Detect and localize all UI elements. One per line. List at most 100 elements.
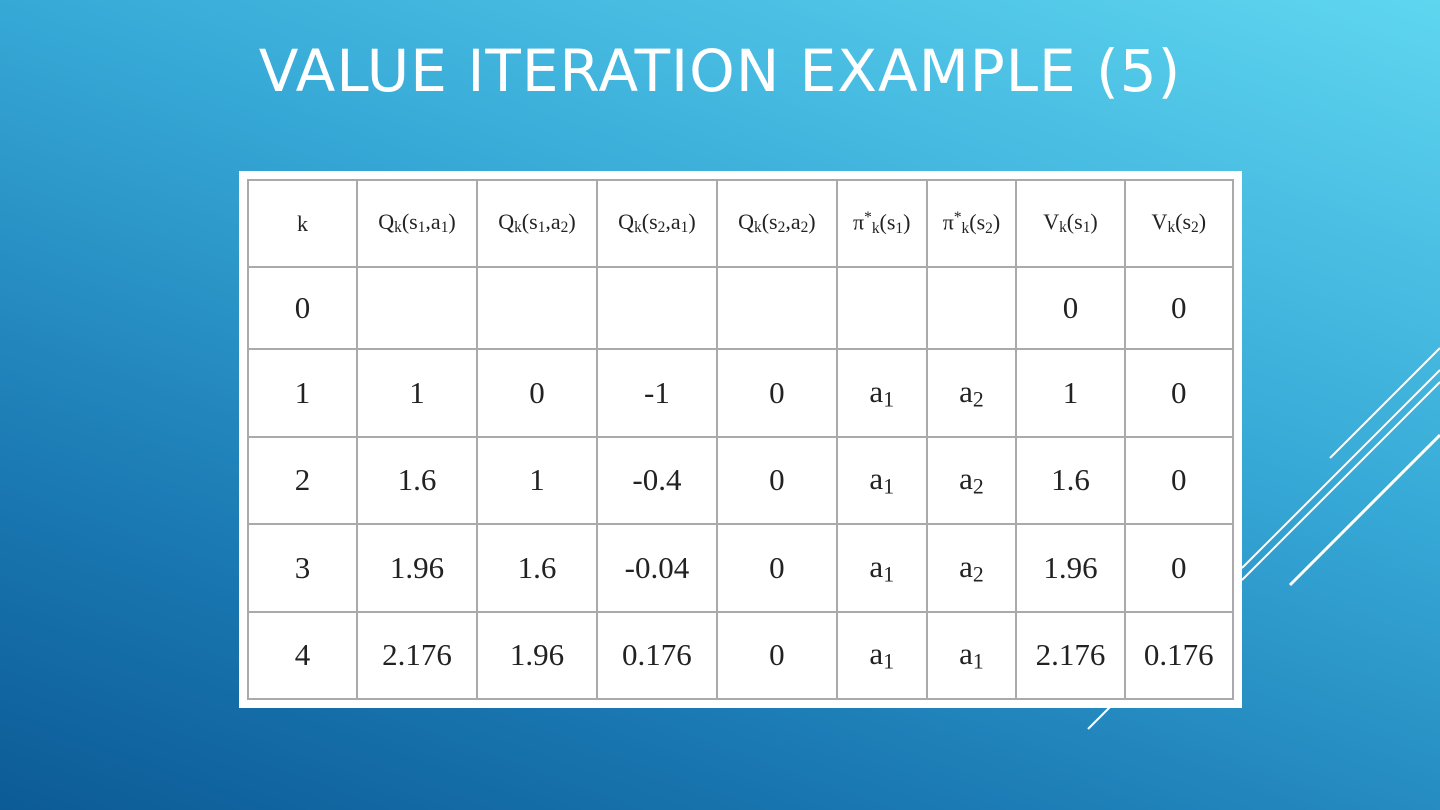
table-cell: 0.176 xyxy=(595,610,718,701)
table-body: 0 0 0 1 1 0 -1 0 a1 a2 1 0 2 1.6 1 -0.4 0 a1 a2 1.6 0 3 1.96 1.… xyxy=(247,265,1235,701)
cell-text: 1 xyxy=(883,387,895,412)
table-cell: 1.96 xyxy=(475,610,598,701)
cell-text: 2 xyxy=(1191,219,1199,237)
cell-text: 2 xyxy=(800,219,809,237)
cell-text: a xyxy=(869,548,884,584)
table-cell: 0 xyxy=(475,348,598,438)
cell-text: 1 xyxy=(680,219,689,237)
table-cell: 1.6 xyxy=(475,523,598,613)
table-cell: 0 xyxy=(1015,265,1126,351)
table-cell xyxy=(715,265,838,351)
column-header: k xyxy=(247,179,358,268)
cell-text: ) xyxy=(568,209,576,235)
cell-text: a xyxy=(959,373,973,409)
cell-text: V xyxy=(1043,209,1060,235)
cell-text: ) xyxy=(1090,209,1098,235)
table-cell: 0 xyxy=(1123,265,1235,351)
cell-text: a xyxy=(869,373,884,409)
column-header: Qk(s1,a2) xyxy=(475,179,598,268)
cell-text: ) xyxy=(992,209,1001,235)
cell-text: 2 xyxy=(972,387,984,412)
cell-text: (s xyxy=(1175,209,1192,235)
cell-text: 1 xyxy=(895,219,904,237)
table-row: 2 1.6 1 -0.4 0 a1 a2 1.6 0 xyxy=(247,435,1235,526)
cell-text: Q xyxy=(498,209,515,235)
column-header: Vk(s2) xyxy=(1123,179,1235,268)
table-cell: 1 xyxy=(475,435,598,526)
cell-text: 1 xyxy=(440,219,449,237)
cell-text: 2 xyxy=(657,219,666,237)
cell-text: (s xyxy=(761,209,778,235)
cell-text: ,a xyxy=(545,209,561,235)
table-row: 3 1.96 1.6 -0.04 0 a1 a2 1.96 0 xyxy=(247,523,1235,613)
cell-text: a xyxy=(959,548,973,584)
deco-line xyxy=(1241,381,1440,581)
column-header: Vk(s1) xyxy=(1015,179,1126,268)
cell-text: (s xyxy=(969,209,986,235)
table-cell: -1 xyxy=(595,348,718,438)
table-cell: 2 xyxy=(247,435,358,526)
cell-text: a xyxy=(869,636,884,672)
cell-text: k xyxy=(634,219,642,237)
table-cell: 0.176 xyxy=(1123,610,1235,701)
table-cell: 0 xyxy=(1123,523,1235,613)
table-cell xyxy=(475,265,598,351)
table-cell xyxy=(595,265,718,351)
table-cell: a1 xyxy=(835,435,928,526)
table-cell: 4 xyxy=(247,610,358,701)
cell-text: * xyxy=(953,209,962,227)
table-cell: 0 xyxy=(1123,348,1235,438)
table-cell xyxy=(835,265,928,351)
table-cell: 1.6 xyxy=(1015,435,1126,526)
table-cell: 2.176 xyxy=(356,610,478,701)
cell-text: k xyxy=(394,219,402,237)
column-header: π*k(s1) xyxy=(835,179,928,268)
cell-text: k xyxy=(297,210,308,236)
value-table: k Qk(s1,a1) Qk(s1,a2) Qk(s2,a1) Qk(s2,a2) π*k… xyxy=(247,179,1235,701)
deco-line xyxy=(1288,433,1440,587)
cell-text: (s xyxy=(401,209,418,235)
cell-text: 1 xyxy=(883,474,895,499)
cell-text: ) xyxy=(448,209,456,235)
table-cell: 1.96 xyxy=(1015,523,1126,613)
cell-text: π xyxy=(942,209,954,235)
cell-text: Q xyxy=(738,209,755,235)
table-cell: 1 xyxy=(1015,348,1126,438)
table-row: 4 2.176 1.96 0.176 0 a1 a1 2.176 0.176 xyxy=(247,610,1235,701)
table-cell: 0 xyxy=(715,523,838,613)
cell-text: (s xyxy=(641,209,658,235)
deco-line xyxy=(1329,347,1440,459)
table-cell: a2 xyxy=(925,523,1018,613)
cell-text: a xyxy=(959,636,973,672)
header-row: k Qk(s1,a1) Qk(s1,a2) Qk(s2,a1) Qk(s2,a2) π*k… xyxy=(247,179,1235,268)
table-cell: 0 xyxy=(1123,435,1235,526)
table-cell: a2 xyxy=(925,348,1018,438)
cell-text: k xyxy=(1059,219,1067,237)
cell-text: (s xyxy=(879,209,896,235)
cell-text: ,a xyxy=(665,209,681,235)
cell-text: ) xyxy=(1198,209,1207,235)
table-row: 1 1 0 -1 0 a1 a2 1 0 xyxy=(247,348,1235,438)
cell-text: k xyxy=(871,219,880,237)
cell-text: (s xyxy=(521,209,538,235)
cell-text: ,a xyxy=(425,209,441,235)
cell-text: (s xyxy=(1066,209,1083,235)
table-cell: 1.6 xyxy=(356,435,478,526)
cell-text: ) xyxy=(688,209,696,235)
cell-text: ) xyxy=(903,209,911,235)
table-cell: 1 xyxy=(247,348,358,438)
table-cell: a1 xyxy=(835,348,928,438)
column-header: π*k(s2) xyxy=(925,179,1018,268)
cell-text: V xyxy=(1151,209,1168,235)
cell-text: 1 xyxy=(417,219,426,237)
column-header: Qk(s2,a2) xyxy=(715,179,838,268)
cell-text: 2 xyxy=(560,219,569,237)
cell-text: 1 xyxy=(883,562,895,587)
cell-text: 1 xyxy=(537,219,546,237)
cell-text: 1 xyxy=(1082,219,1091,237)
table-cell: a2 xyxy=(925,435,1018,526)
deco-line xyxy=(1087,706,1111,730)
table-cell: 0 xyxy=(715,348,838,438)
